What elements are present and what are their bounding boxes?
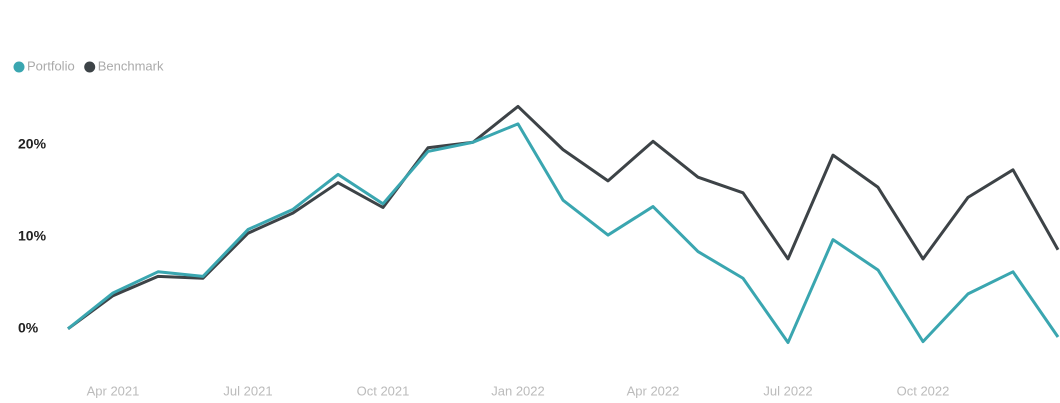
y-tick-label: 20% — [18, 136, 47, 152]
x-tick-label: Apr 2022 — [627, 383, 680, 398]
legend-label: Portfolio — [27, 58, 75, 73]
x-tick-label: Jan 2022 — [491, 383, 545, 398]
x-tick-label: Oct 2022 — [897, 383, 950, 398]
series-line — [67, 104, 1060, 330]
legend-swatch — [13, 61, 25, 73]
legend-label: Benchmark — [98, 58, 164, 73]
series-line — [67, 122, 1060, 345]
legend-swatch — [84, 61, 96, 73]
y-tick-label: 10% — [18, 228, 47, 244]
x-tick-label: Jul 2022 — [763, 383, 812, 398]
x-tick-label: Apr 2021 — [87, 383, 140, 398]
x-tick-label: Oct 2021 — [357, 383, 410, 398]
x-tick-label: Jul 2021 — [223, 383, 272, 398]
y-tick-label: 0% — [18, 319, 39, 335]
